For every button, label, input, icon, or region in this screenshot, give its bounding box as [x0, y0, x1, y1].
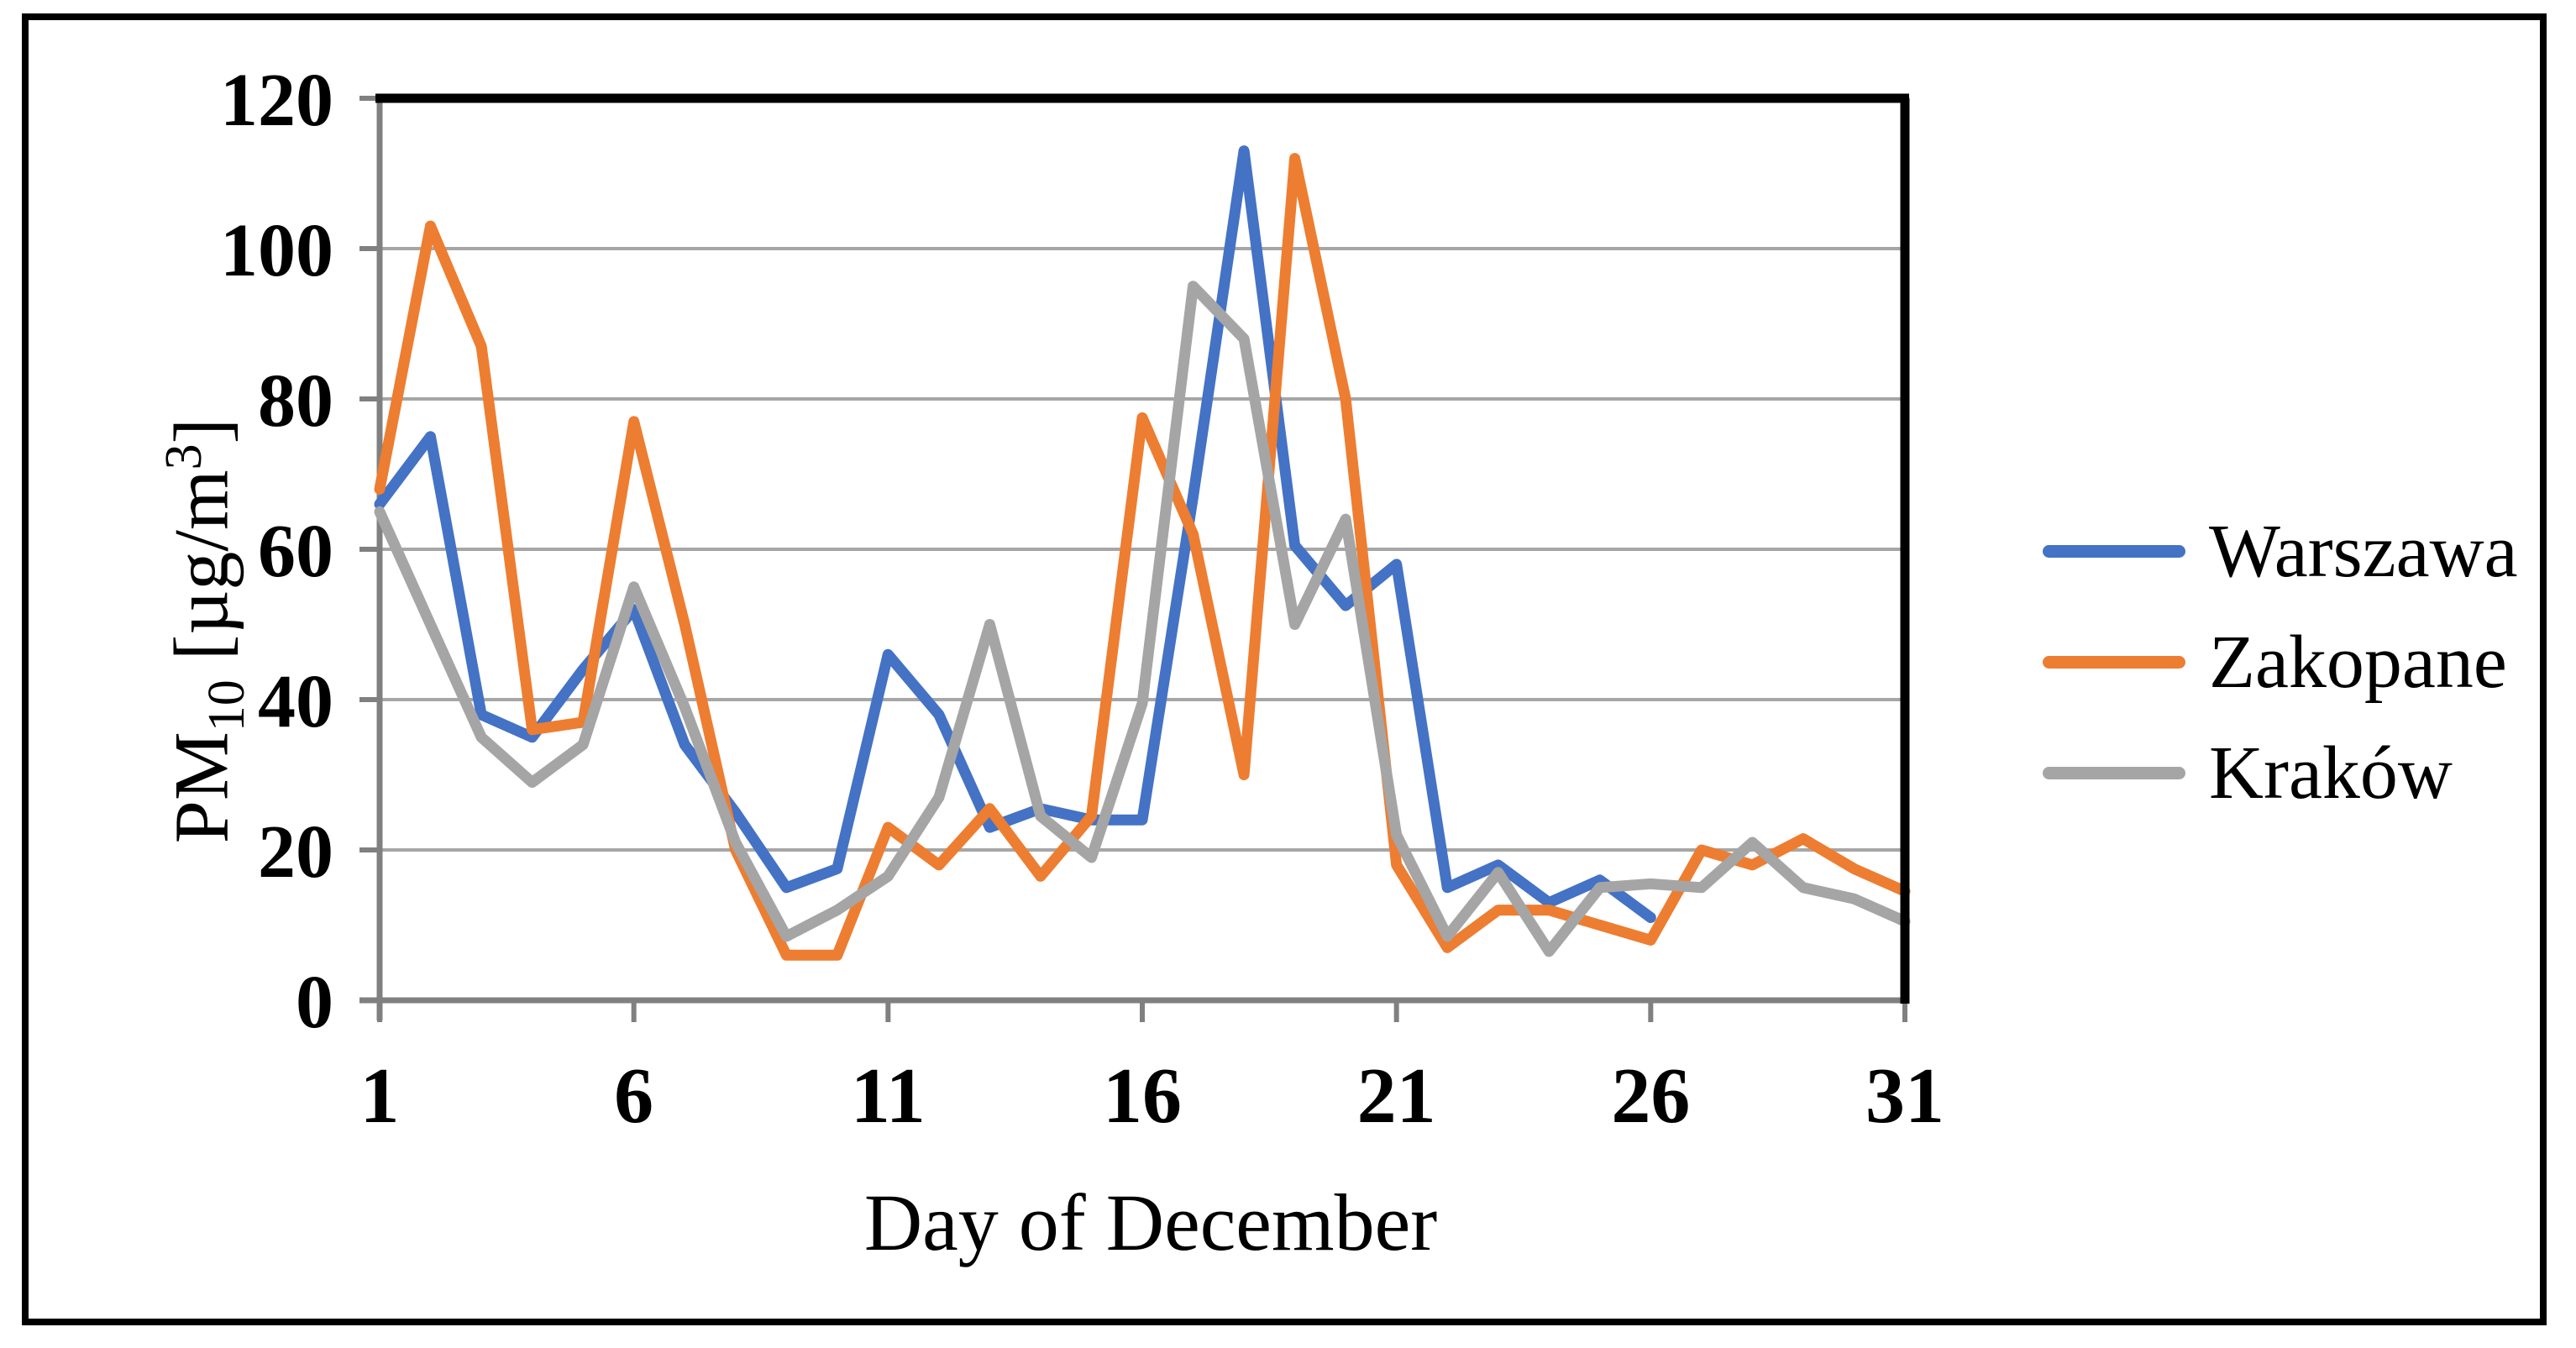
x-tick-label-21: 21 — [1357, 1052, 1436, 1140]
zakopane-line-swatch — [2043, 655, 2185, 669]
y-tick-label-100: 100 — [220, 209, 333, 292]
x-tick-label-31: 31 — [1865, 1052, 1944, 1140]
krakow-line-swatch — [2043, 766, 2185, 779]
y-tick-label-0: 0 — [296, 961, 333, 1044]
y-axis-title: PM10 [µg/m3] — [155, 253, 257, 1009]
series-line-zakopane — [374, 153, 1911, 961]
x-tick-label-16: 16 — [1103, 1052, 1182, 1140]
chart-legend: Warszawa Zakopane Kraków — [2043, 496, 2518, 828]
x-tick-label-6: 6 — [614, 1052, 653, 1140]
legend-label-warszawa: Warszawa — [2209, 509, 2518, 593]
y-title-pre: PM — [158, 732, 244, 844]
y-tick-label-40: 40 — [258, 660, 333, 743]
x-tick-label-1: 1 — [360, 1052, 400, 1140]
y-tick-label-60: 60 — [258, 510, 333, 593]
y-tick-label-80: 80 — [258, 359, 333, 443]
series-line-kraków — [374, 281, 1911, 957]
y-title-post: ] — [158, 417, 244, 444]
legend-item-zakopane: Zakopane — [2043, 606, 2518, 717]
legend-label-krakow: Kraków — [2209, 731, 2453, 815]
y-tick-label-120: 120 — [220, 59, 333, 142]
legend-item-warszawa: Warszawa — [2043, 496, 2518, 606]
figure-border — [22, 13, 2547, 1325]
y-title-sup: 3 — [155, 443, 212, 470]
x-tick-label-26: 26 — [1611, 1052, 1690, 1140]
y-title-mid: [µg/m — [158, 469, 244, 680]
x-tick-label-11: 11 — [851, 1052, 926, 1140]
legend-item-krakow: Kraków — [2043, 717, 2518, 828]
legend-label-zakopane: Zakopane — [2209, 620, 2507, 704]
y-tick-label-20: 20 — [258, 810, 333, 894]
warszawa-line-swatch — [2043, 544, 2185, 558]
x-axis-title: Day of December — [863, 1178, 1438, 1267]
y-title-sub: 10 — [198, 679, 256, 732]
